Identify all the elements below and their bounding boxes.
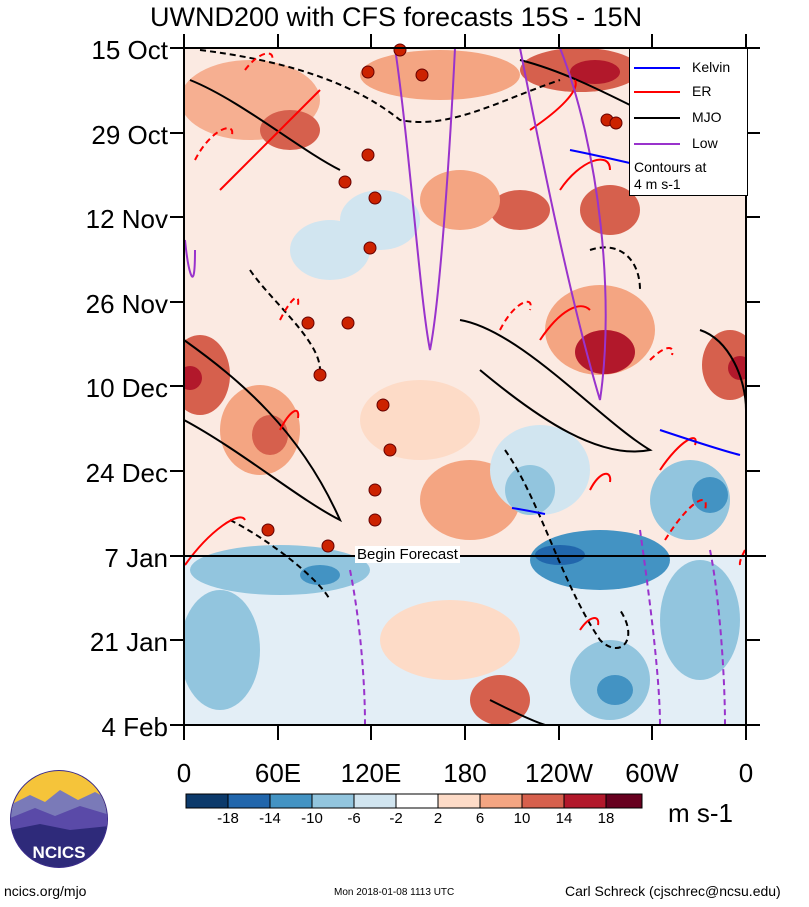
forecast-label: Begin Forecast [355, 546, 460, 563]
y-tick-label: 21 Jan [89, 627, 168, 657]
legend-swatch [634, 67, 680, 69]
storm-markers [261, 43, 623, 553]
y-tick-label: 29 Oct [91, 120, 168, 150]
legend-note-line: 4 m s-1 [634, 176, 681, 192]
colorbar [185, 793, 643, 809]
logo-text: NCICS [32, 843, 86, 862]
y-tick-label: 15 Oct [91, 35, 168, 65]
y-tick-label: 24 Dec [85, 458, 168, 488]
x-tick-label: 120E [340, 758, 402, 788]
footer-timestamp: Mon 2018-01-08 1113 UTC [334, 887, 455, 898]
y-tick-label: 4 Feb [101, 712, 169, 742]
colorbar-tick-label: -10 [301, 810, 323, 827]
legend: Kelvin ER MJO Low Contours at 4 m s-1 [629, 48, 748, 196]
legend-label: Low [692, 135, 718, 151]
x-ticks [183, 34, 747, 740]
footer-author: Carl Schreck (cjschrec@ncsu.edu) [565, 883, 781, 899]
y-tick-label: 7 Jan [104, 543, 168, 573]
x-tick-label: 120W [525, 758, 593, 788]
x-tick-label: 60E [254, 758, 302, 788]
colorbar-tick-label: 6 [475, 810, 485, 827]
colorbar-tick-label: -18 [217, 810, 239, 827]
legend-note-line: Contours at [634, 159, 707, 175]
colorbar-units: m s-1 [668, 798, 733, 828]
y-ticks [170, 47, 760, 726]
colorbar-tick-label: 2 [433, 810, 443, 827]
y-tick-label: 10 Dec [85, 373, 168, 403]
colorbar-tick-label: -6 [347, 810, 361, 827]
legend-label: MJO [692, 109, 722, 125]
x-tick-label: 0 [738, 758, 754, 788]
legend-label: Kelvin [692, 59, 731, 75]
colorbar-tick-label: -2 [389, 810, 403, 827]
x-tick-label: 0 [176, 758, 192, 788]
x-tick-label: 180 [443, 758, 487, 788]
legend-label: ER [692, 83, 712, 99]
wave-contours [184, 48, 746, 725]
legend-swatch [634, 117, 680, 119]
colorbar-tick-label: -14 [259, 810, 281, 827]
legend-swatch [634, 143, 680, 145]
x-tick-label: 60W [625, 758, 679, 788]
legend-note: Contours at 4 m s-1 [634, 159, 746, 193]
legend-swatch [634, 91, 680, 93]
y-tick-label: 26 Nov [85, 289, 168, 319]
colorbar-tick-label: 10 [513, 810, 531, 827]
colorbar-tick-label: 14 [555, 810, 573, 827]
footer-url[interactable]: ncics.org/mjo [4, 883, 87, 899]
colorbar-tick-label: 18 [597, 810, 615, 827]
chart-title: UWND200 with CFS forecasts 15S - 15N [150, 2, 643, 32]
y-tick-label: 12 Nov [85, 204, 168, 234]
